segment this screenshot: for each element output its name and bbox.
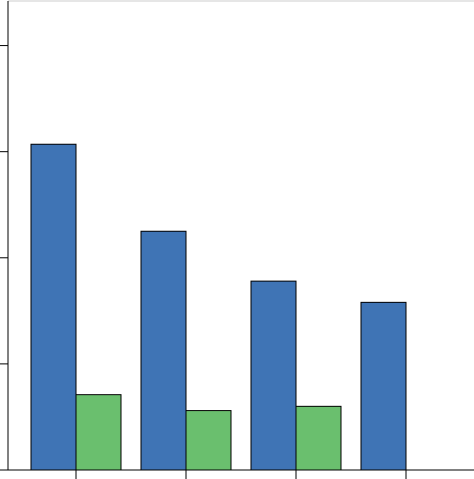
bar — [360, 301, 407, 471]
bar — [30, 143, 77, 471]
bar — [75, 394, 122, 471]
bar — [140, 230, 187, 471]
bar — [250, 280, 297, 471]
bar — [295, 405, 342, 471]
bar — [185, 410, 232, 471]
